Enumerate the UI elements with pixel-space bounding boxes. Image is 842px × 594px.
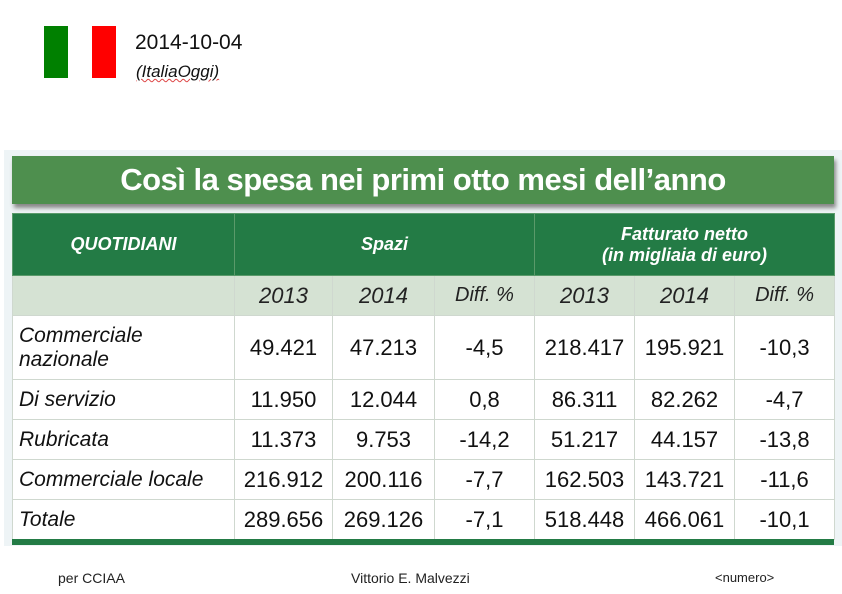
subheader-cell: 2013 [234,275,333,316]
value-cell: 51.217 [534,419,636,460]
data-table: QUOTIDIANI Spazi Fatturato netto (in migl… [12,213,836,540]
value-cell: 466.061 [634,499,736,540]
table-row: Commerciale nazionale 49.421 47.213 -4,5 218… [12,315,836,380]
table-bottom-bar [12,539,834,545]
header-fatturato-line2: (in migliaia di euro) [602,244,768,265]
value-cell: 82.262 [634,379,736,420]
row-label: Rubricata [12,419,235,460]
header-fatturato-line1: Fatturato netto [621,223,749,244]
row-label: Totale [12,499,235,540]
value-cell: 200.116 [332,459,435,500]
flag-red-stripe [92,26,116,78]
value-cell: 218.417 [534,315,636,380]
table-row: Totale 289.656 269.126 -7,1 518.448 466.061 -1… [12,499,836,540]
value-cell: 11.373 [234,419,333,460]
subheader-cell: Diff. % [433,275,536,316]
subheader-cell: 2014 [634,275,736,316]
value-cell: -10,1 [734,499,836,540]
footer-page-number: <numero> [715,570,775,585]
subheader-cell: Diff. % [734,275,836,316]
value-cell: 518.448 [534,499,636,540]
header-spazi: Spazi [233,213,536,276]
value-cell: -10,3 [734,315,836,380]
value-cell: 47.213 [332,315,435,380]
value-cell: -4,7 [734,379,836,420]
flag-green-stripe [44,26,68,78]
value-cell: 49.421 [234,315,333,380]
table-row: Rubricata 11.373 9.753 -14,2 51.217 44.157 -13… [12,419,836,460]
row-label: Commerciale nazionale [12,315,235,380]
value-cell: -13,8 [734,419,836,460]
value-cell: -14,2 [433,419,536,460]
footer-author: Vittorio E. Malvezzi [351,570,470,586]
value-cell: -4,5 [433,315,536,380]
value-cell: 0,8 [433,379,536,420]
value-cell: 216.912 [234,459,333,500]
value-cell: 9.753 [332,419,435,460]
value-cell: 162.503 [534,459,636,500]
subheader-cell: 2013 [534,275,636,316]
value-cell: -7,7 [433,459,536,500]
value-cell: 143.721 [634,459,736,500]
table-row: Commerciale locale 216.912 200.116 -7,7 162.… [12,459,836,500]
value-cell: -7,1 [433,499,536,540]
date-label: 2014-10-04 [135,31,243,54]
footer-left: per CCIAA [58,570,125,586]
value-cell: 12.044 [332,379,435,420]
table-title: Così la spesa nei primi otto mesi dell’a… [12,156,834,204]
header-fatturato: Fatturato netto (in migliaia di euro) [534,213,836,276]
value-cell: 44.157 [634,419,736,460]
value-cell: 11.950 [234,379,333,420]
subheader-row: 2013 2014 Diff. % 2013 2014 Diff. % [12,275,836,316]
table-row: Di servizio 11.950 12.044 0,8 86.311 82.262 -4… [12,379,836,420]
value-cell: -11,6 [734,459,836,500]
value-cell: 289.656 [234,499,333,540]
value-cell: 86.311 [534,379,636,420]
header-quotidiani: QUOTIDIANI [12,213,235,276]
value-cell: 195.921 [634,315,736,380]
value-cell: 269.126 [332,499,435,540]
subheader-empty [12,275,235,316]
group-header-row: QUOTIDIANI Spazi Fatturato netto (in migl… [12,213,836,276]
row-label: Di servizio [12,379,235,420]
subheader-cell: 2014 [332,275,435,316]
source-label: (ItaliaOggi) [136,62,220,81]
row-label: Commerciale locale [12,459,235,500]
